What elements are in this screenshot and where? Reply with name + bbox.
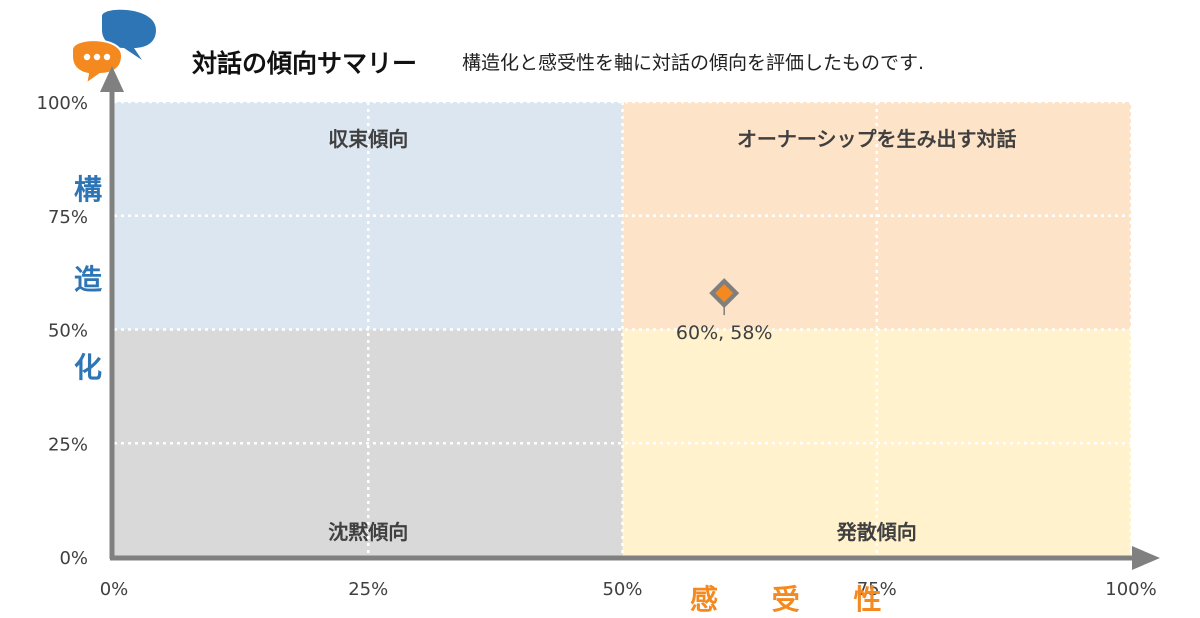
x-tick-label: 100% bbox=[1105, 579, 1156, 600]
y-tick-label: 0% bbox=[59, 548, 88, 569]
quadrant-label-bottom-left: 沈黙傾向 bbox=[328, 520, 408, 544]
y-tick-label: 25% bbox=[48, 434, 88, 455]
chat-bubbles-icon bbox=[66, 8, 166, 88]
x-axis-arrow bbox=[1132, 546, 1160, 570]
x-axis-label: 感 受 性 bbox=[690, 583, 904, 616]
quadrant-label-top-right: オーナーシップを生み出す対話 bbox=[737, 127, 1017, 151]
x-tick-label: 75% bbox=[857, 579, 897, 600]
page-subtitle: 構造化と感受性を軸に対話の傾向を評価したものです. bbox=[462, 52, 925, 74]
x-tick-label: 50% bbox=[602, 579, 642, 600]
y-axis-arrow bbox=[100, 66, 124, 92]
header: 対話の傾向サマリー 構造化と感受性を軸に対話の傾向を評価したものです. bbox=[0, 0, 1200, 90]
y-tick-label: 50% bbox=[48, 321, 88, 342]
y-axis-label-char-3: 化 bbox=[73, 351, 102, 384]
y-tick-label: 100% bbox=[37, 93, 88, 114]
quadrant-label-bottom-right: 発散傾向 bbox=[836, 520, 917, 544]
data-point-label: 60%, 58% bbox=[676, 322, 773, 344]
x-tick-label: 0% bbox=[100, 579, 129, 600]
data-point-marker bbox=[715, 284, 734, 303]
y-axis-label-char-1: 構 bbox=[73, 173, 102, 206]
page-title: 対話の傾向サマリー bbox=[192, 49, 418, 78]
quadrant-label-top-left: 収束傾向 bbox=[328, 127, 408, 151]
x-tick-label: 25% bbox=[348, 579, 388, 600]
y-axis-label-char-2: 造 bbox=[73, 263, 102, 296]
y-tick-label: 75% bbox=[48, 207, 88, 228]
